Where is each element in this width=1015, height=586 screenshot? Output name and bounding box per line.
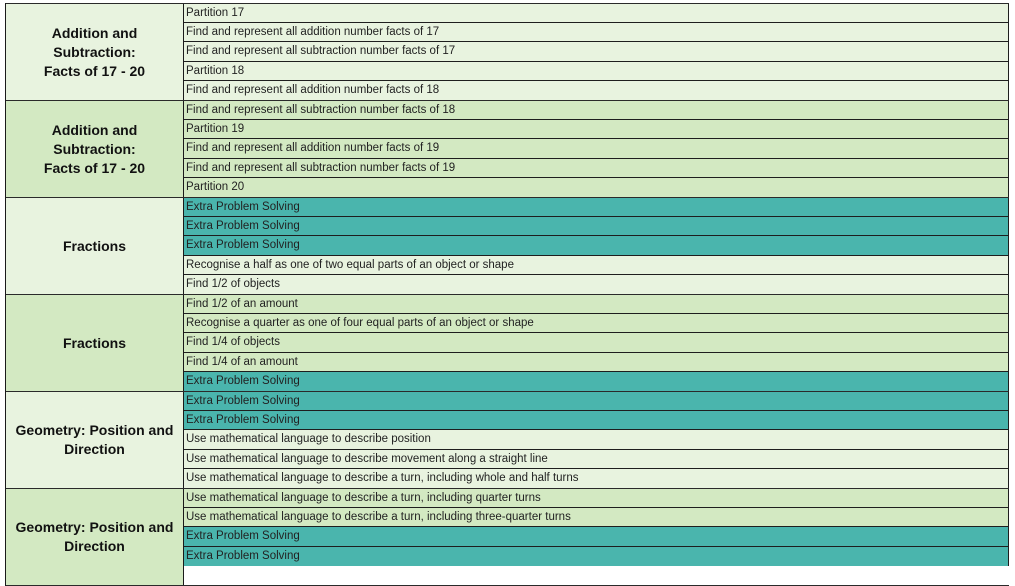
topic-title-line: Geometry: Position and [15, 422, 174, 438]
lesson-row: Partition 18 [184, 61, 1009, 81]
topic-title: Geometry: Position and Direction [6, 489, 184, 585]
extra-problem-solving-row: Extra Problem Solving [184, 371, 1009, 391]
lesson-row: Use mathematical language to describe po… [184, 430, 1009, 450]
lesson-row: Use mathematical language to describe a … [184, 468, 1009, 488]
lesson-row: Find and represent all addition number f… [184, 23, 1009, 43]
lesson-row: Find and represent all subtraction numbe… [184, 158, 1009, 178]
extra-problem-solving-row: Extra Problem Solving [184, 217, 1009, 237]
lesson-row: Find and represent all subtraction numbe… [184, 101, 1009, 121]
topic-title-line: Direction [64, 538, 125, 554]
lesson-row: Recognise a quarter as one of four equal… [184, 314, 1009, 334]
lesson-row: Find and represent all subtraction numbe… [184, 42, 1009, 62]
topic-block: Fractions Extra Problem Solving Extra Prob… [6, 198, 1009, 295]
lesson-list: Find and represent all subtraction numbe… [184, 101, 1009, 197]
topic-block: Addition and Subtraction: Facts of 17 - 20… [6, 3, 1009, 101]
topic-title: Fractions [6, 295, 184, 391]
lesson-row: Partition 19 [184, 120, 1009, 140]
lesson-list: Extra Problem Solving Extra Problem Solvi… [184, 198, 1009, 294]
topic-title-line: Subtraction: [53, 43, 136, 60]
lesson-list: Find 1/2 of an amount Recognise a quarter… [184, 295, 1009, 391]
topic-block: Fractions Find 1/2 of an amount Recognise … [6, 295, 1009, 392]
topic-block: Geometry: Position and Direction Use mathe… [6, 489, 1009, 586]
lesson-row: Partition 20 [184, 177, 1009, 197]
topic-title-line: Fractions [62, 334, 126, 351]
topic-title: Addition and Subtraction: Facts of 17 - 20 [6, 101, 184, 197]
lesson-list: Partition 17 Find and represent all addit… [184, 4, 1009, 100]
topic-title-line: Direction [64, 441, 125, 457]
lesson-row: Use mathematical language to describe a … [184, 489, 1009, 509]
lesson-row: Find and represent all addition number f… [184, 80, 1009, 100]
lesson-row: Find and represent all addition number f… [184, 139, 1009, 159]
extra-problem-solving-row: Extra Problem Solving [184, 527, 1009, 547]
topic-block: Geometry: Position and Direction Extra Pro… [6, 392, 1009, 489]
lesson-row: Find 1/4 of an amount [184, 352, 1009, 372]
extra-problem-solving-row: Extra Problem Solving [184, 546, 1009, 566]
topic-title-line: Subtraction: [53, 140, 136, 157]
lesson-row: Use mathematical language to describe mo… [184, 449, 1009, 469]
topic-title-line: Facts of 17 - 20 [43, 159, 146, 176]
topic-title-line: Addition and [51, 121, 138, 138]
lesson-row: Find 1/4 of objects [184, 333, 1009, 353]
lesson-row: Find 1/2 of an amount [184, 295, 1009, 315]
extra-problem-solving-row: Extra Problem Solving [184, 392, 1009, 412]
lesson-list: Extra Problem Solving Extra Problem Solvi… [184, 392, 1009, 488]
extra-problem-solving-row: Extra Problem Solving [184, 411, 1009, 431]
topic-block: Addition and Subtraction: Facts of 17 - 20… [6, 101, 1009, 198]
topic-title-line: Geometry: Position and [15, 519, 174, 535]
curriculum-table: Addition and Subtraction: Facts of 17 - 20… [5, 3, 1009, 586]
topic-title-line: Facts of 17 - 20 [43, 62, 146, 79]
lesson-row: Find 1/2 of objects [184, 274, 1009, 294]
lesson-row: Use mathematical language to describe a … [184, 508, 1009, 528]
extra-problem-solving-row: Extra Problem Solving [184, 198, 1009, 218]
topic-title-line: Addition and [51, 24, 138, 41]
lesson-list: Use mathematical language to describe a … [184, 489, 1009, 585]
topic-title: Addition and Subtraction: Facts of 17 - 20 [6, 4, 184, 100]
topic-title-line: Fractions [62, 237, 126, 254]
extra-problem-solving-row: Extra Problem Solving [184, 236, 1009, 256]
topic-title: Geometry: Position and Direction [6, 392, 184, 488]
topic-title: Fractions [6, 198, 184, 294]
lesson-row: Recognise a half as one of two equal par… [184, 255, 1009, 275]
lesson-row: Partition 17 [184, 4, 1009, 24]
